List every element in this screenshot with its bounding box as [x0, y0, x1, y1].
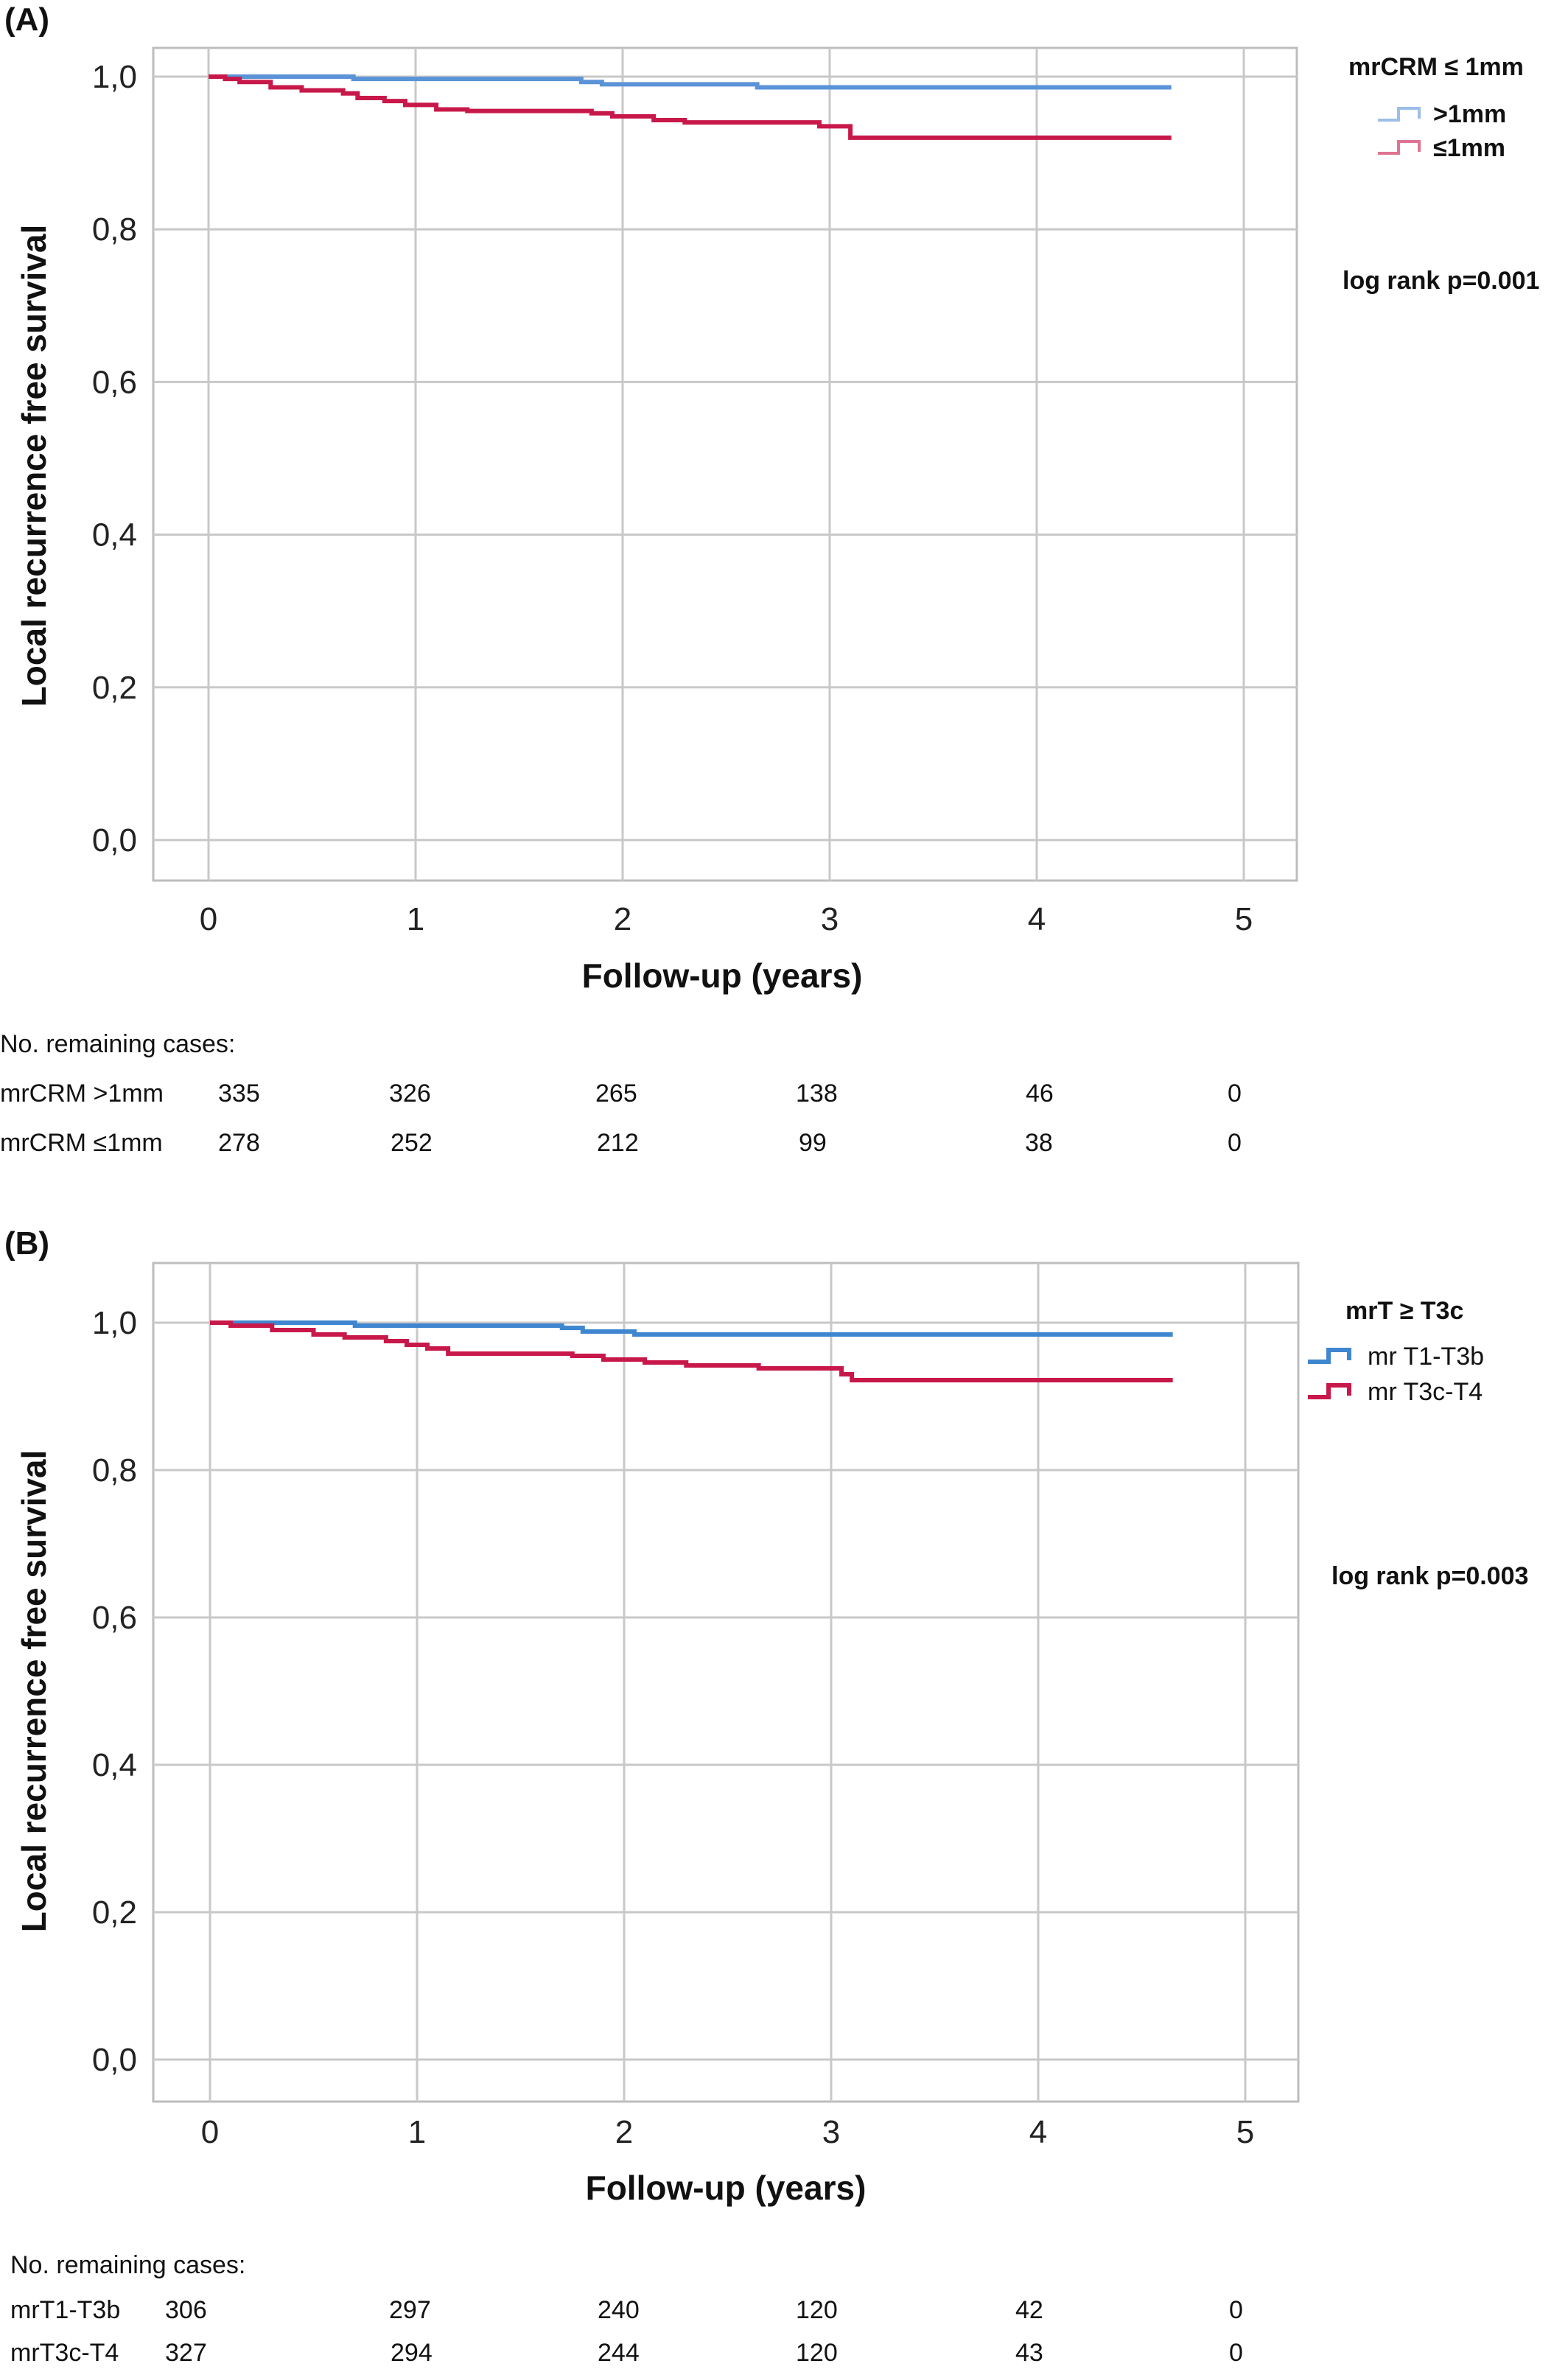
risk-row-label-b-1: mrT3c-T4: [10, 2339, 119, 2367]
plot-frame-0: [152, 46, 1298, 882]
x-tick-label-0-2: 2: [614, 901, 631, 937]
risk-value-a-0-2: 265: [595, 1080, 637, 1108]
risk-table-title-b: No. remaining cases:: [10, 2251, 246, 2279]
x-tick-label-1-1: 1: [408, 2114, 426, 2150]
x-axis-title-1: Follow-up (years): [586, 2169, 867, 2207]
chart-panel-1: 0,0 0,2 0,4 0,6 0,8 1,0 0 1 2 3 4 5 Follow-up (years…: [15, 1262, 1351, 2207]
x-tick-label-0-4: 4: [1028, 901, 1046, 937]
legend-swatch-0-0: [1378, 107, 1421, 122]
y-tick-label-1-1: 0,2: [92, 1895, 137, 1931]
series-line-0-0: [209, 74, 1172, 90]
risk-value-b-0-4: 42: [1015, 2296, 1043, 2324]
y-axis-title-0: Local recurrence free survival: [15, 225, 53, 707]
risk-row-label-b-0: mrT1-T3b: [10, 2296, 121, 2324]
y-tick-label-1-5: 1,0: [92, 1305, 137, 1341]
x-tick-label-0-3: 3: [821, 901, 839, 937]
legend-title-b: mrT ≥ T3c: [1345, 1297, 1464, 1325]
risk-value-a-0-3: 138: [796, 1080, 838, 1108]
y-tick-label-0-5: 1,0: [92, 59, 137, 95]
y-tick-label-0-4: 0,8: [92, 211, 137, 248]
y-tick-label-0-2: 0,4: [92, 517, 137, 553]
legend-title-a: mrCRM ≤ 1mm: [1348, 53, 1524, 81]
risk-value-a-1-3: 99: [799, 1129, 827, 1157]
risk-table-title-a: No. remaining cases:: [0, 1030, 236, 1058]
risk-value-a-0-1: 326: [389, 1080, 431, 1108]
chart-panel-0: 0,0 0,2 0,4 0,6 0,8 1,0 0 1 2 3 4 5 Follow-up (years…: [15, 46, 1421, 995]
legend-swatch-0-1: [1378, 140, 1421, 155]
x-tick-label-0-1: 1: [407, 901, 424, 937]
x-tick-label-0-5: 5: [1235, 901, 1253, 937]
y-tick-label-1-3: 0,6: [92, 1600, 137, 1636]
risk-row-label-a-0: mrCRM >1mm: [0, 1080, 164, 1108]
y-tick-label-0-0: 0,0: [92, 822, 137, 858]
risk-value-a-1-0: 278: [218, 1129, 260, 1157]
risk-value-b-0-1: 297: [389, 2296, 431, 2324]
risk-value-a-0-0: 335: [218, 1080, 260, 1108]
series-line-1-0: [210, 1320, 1173, 1337]
risk-row-label-a-1: mrCRM ≤1mm: [0, 1129, 163, 1157]
y-tick-label-0-3: 0,6: [92, 364, 137, 400]
risk-value-b-1-0: 327: [165, 2339, 207, 2367]
risk-value-b-0-0: 306: [165, 2296, 207, 2324]
series-line-0-1: [209, 74, 1172, 140]
x-tick-label-1-0: 0: [201, 2114, 219, 2150]
x-tick-label-1-3: 3: [822, 2114, 840, 2150]
legend-label-b-1: mr T3c-T4: [1368, 1378, 1483, 1406]
risk-value-a-1-1: 252: [391, 1129, 433, 1157]
risk-value-b-0-5: 0: [1229, 2296, 1243, 2324]
risk-value-b-1-1: 294: [391, 2339, 433, 2367]
risk-value-b-0-2: 240: [598, 2296, 640, 2324]
x-axis-title-0: Follow-up (years): [582, 956, 863, 995]
risk-value-b-1-2: 244: [598, 2339, 640, 2367]
legend-label-a-0: >1mm: [1433, 100, 1507, 128]
risk-value-a-0-4: 46: [1026, 1080, 1054, 1108]
risk-value-b-1-4: 43: [1015, 2339, 1043, 2367]
risk-value-b-1-3: 120: [796, 2339, 838, 2367]
legend-swatch-1-0: [1308, 1348, 1351, 1364]
y-axis-title-1: Local recurrence free survival: [15, 1450, 53, 1933]
legend-label-b-0: mr T1-T3b: [1368, 1343, 1485, 1371]
risk-value-a-1-2: 212: [597, 1129, 639, 1157]
legend-swatch-1-1: [1308, 1383, 1351, 1399]
plot-frame-1: [152, 1262, 1300, 2103]
x-tick-label-1-4: 4: [1029, 2114, 1047, 2150]
risk-value-b-1-5: 0: [1229, 2339, 1243, 2367]
risk-value-b-0-3: 120: [796, 2296, 838, 2324]
y-tick-label-1-4: 0,8: [92, 1452, 137, 1488]
series-line-1-1: [210, 1320, 1173, 1382]
panel-label-a: (A): [4, 1, 50, 38]
log-rank-annotation-b: log rank p=0.003: [1331, 1562, 1529, 1590]
x-tick-label-0-0: 0: [200, 901, 217, 937]
y-tick-label-0-1: 0,2: [92, 670, 137, 706]
panel-label-b: (B): [4, 1225, 50, 1262]
log-rank-annotation-a: log rank p=0.001: [1343, 267, 1540, 295]
risk-value-a-1-5: 0: [1228, 1129, 1242, 1157]
x-tick-label-1-5: 5: [1236, 2114, 1254, 2150]
risk-value-a-1-4: 38: [1025, 1129, 1053, 1157]
y-tick-label-1-2: 0,4: [92, 1747, 137, 1783]
x-tick-label-1-2: 2: [615, 2114, 633, 2150]
y-tick-label-1-0: 0,0: [92, 2042, 137, 2078]
legend-label-a-1: ≤1mm: [1433, 134, 1506, 162]
risk-value-a-0-5: 0: [1228, 1080, 1242, 1108]
